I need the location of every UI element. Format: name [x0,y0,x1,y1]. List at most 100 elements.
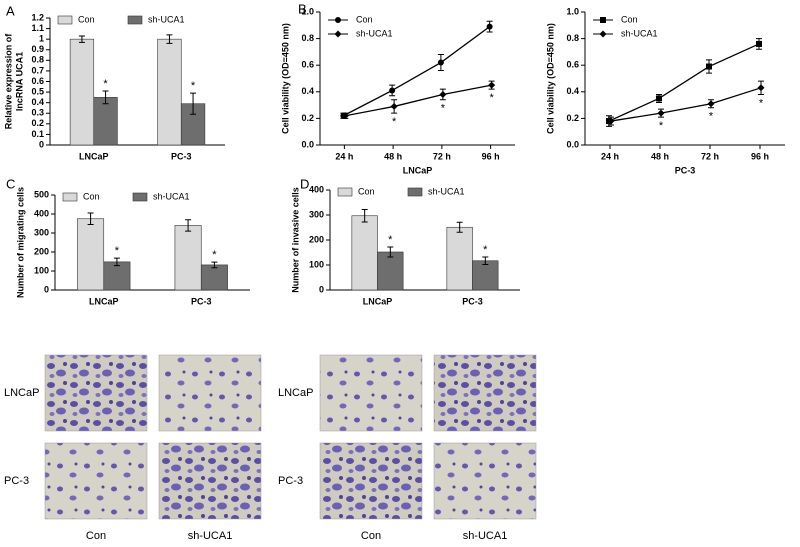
panel-letter: A [6,3,15,18]
y-tick-label: 0.9 [31,44,44,54]
y-tick-label: 100 [34,265,49,275]
y-tick-label: 500 [34,189,49,199]
y-axis-label: Cell viability (OD=450 nm) [280,23,290,134]
line [345,84,492,117]
column-label: sh-UCA1 [463,530,508,542]
y-axis-label: Number of invasive cells [290,187,300,293]
x-tick-label: 72 h [701,151,719,161]
legend-swatch [57,15,73,25]
y-tick-label: 0.4 [566,86,579,96]
y-tick-label: 0.8 [301,33,314,43]
y-tick-label: 0 [39,139,44,149]
x-tick-label: LNCaP [79,151,109,161]
x-tick-label: 96 h [751,151,769,161]
point [600,17,606,23]
y-tick-label: 100 [309,259,324,269]
bar [103,261,131,291]
y-axis-label: lncRNA UCA1 [14,52,24,111]
micrograph [433,354,537,432]
legend-label: sh-UCA1 [356,28,393,38]
legend-swatch [62,192,78,202]
y-tick-label: 0.4 [31,97,44,107]
error-bar [482,256,489,265]
micrograph [158,442,262,520]
y-tick-label: 300 [309,209,324,219]
error-bar [78,35,85,43]
column-label: sh-UCA1 [188,530,233,542]
point [389,87,396,94]
error-bar [361,209,368,223]
y-tick-label: 1.2 [31,12,44,22]
y-tick-label: 1.1 [31,23,44,33]
micrograph [433,442,537,520]
bar [200,264,228,291]
significance-mark: * [709,111,714,123]
y-tick-label: 0.6 [301,60,314,70]
panel-letter: C [6,176,15,191]
significance-mark: * [489,92,494,104]
point [657,109,665,117]
legend-swatch [127,15,143,25]
bar [351,215,378,291]
y-tick-label: 0.8 [566,33,579,43]
legend-label: Con [621,14,638,24]
micrograph [319,354,423,432]
micrograph [44,442,148,520]
significance-mark: * [212,249,217,261]
x-axis-label: LNCaP [403,165,433,175]
error-bar [102,90,109,105]
error-bar [113,257,120,267]
bar [472,260,499,291]
error-bar [190,92,197,115]
legend-label: Con [83,191,100,201]
significance-mark: * [441,103,446,115]
x-tick-label: 72 h [433,151,451,161]
x-tick-label: PC-3 [462,296,483,306]
line [610,87,762,122]
point [706,63,712,70]
line [343,26,491,117]
y-tick-label: 0.2 [301,113,314,123]
y-tick-label: 1 [39,34,44,44]
point [756,40,762,47]
point [607,117,615,125]
micrograph [319,442,423,520]
y-tick-label: 0.4 [301,86,314,96]
bar [77,218,105,291]
legend-swatch [132,192,148,202]
bar [446,226,473,291]
row-label: PC-3 [4,475,29,487]
y-tick-label: 1.0 [566,6,579,16]
significance-mark: * [392,116,397,128]
y-axis-label: Cell viability (OD=450 nm) [545,23,555,134]
y-tick-label: 400 [34,208,49,218]
row-label: PC-3 [278,475,303,487]
x-tick-label: 48 h [651,151,669,161]
point [707,100,715,108]
bar [69,38,95,146]
point [656,95,662,102]
column-label: Con [361,530,381,542]
point [437,59,444,66]
y-tick-label: 0.2 [566,113,579,123]
micrograph [158,354,262,432]
point [439,90,447,98]
error-bar [166,34,173,44]
legend-label: sh-UCA1 [148,14,185,24]
line [608,43,760,122]
x-tick-label: 24 h [601,151,619,161]
y-tick-label: 0 [319,284,324,294]
significance-mark: * [388,234,393,246]
legend-label: sh-UCA1 [428,186,465,196]
legend-swatch [407,187,423,197]
significance-mark: * [759,97,764,109]
significance-mark: * [103,78,108,90]
error-bar [211,261,218,269]
error-bar [387,246,394,258]
y-axis-label: Number of migrating cells [15,187,25,298]
y-tick-label: 0.7 [31,65,44,75]
point [599,30,607,38]
y-tick-label: 400 [309,184,324,194]
y-tick-label: 0.6 [566,60,579,70]
